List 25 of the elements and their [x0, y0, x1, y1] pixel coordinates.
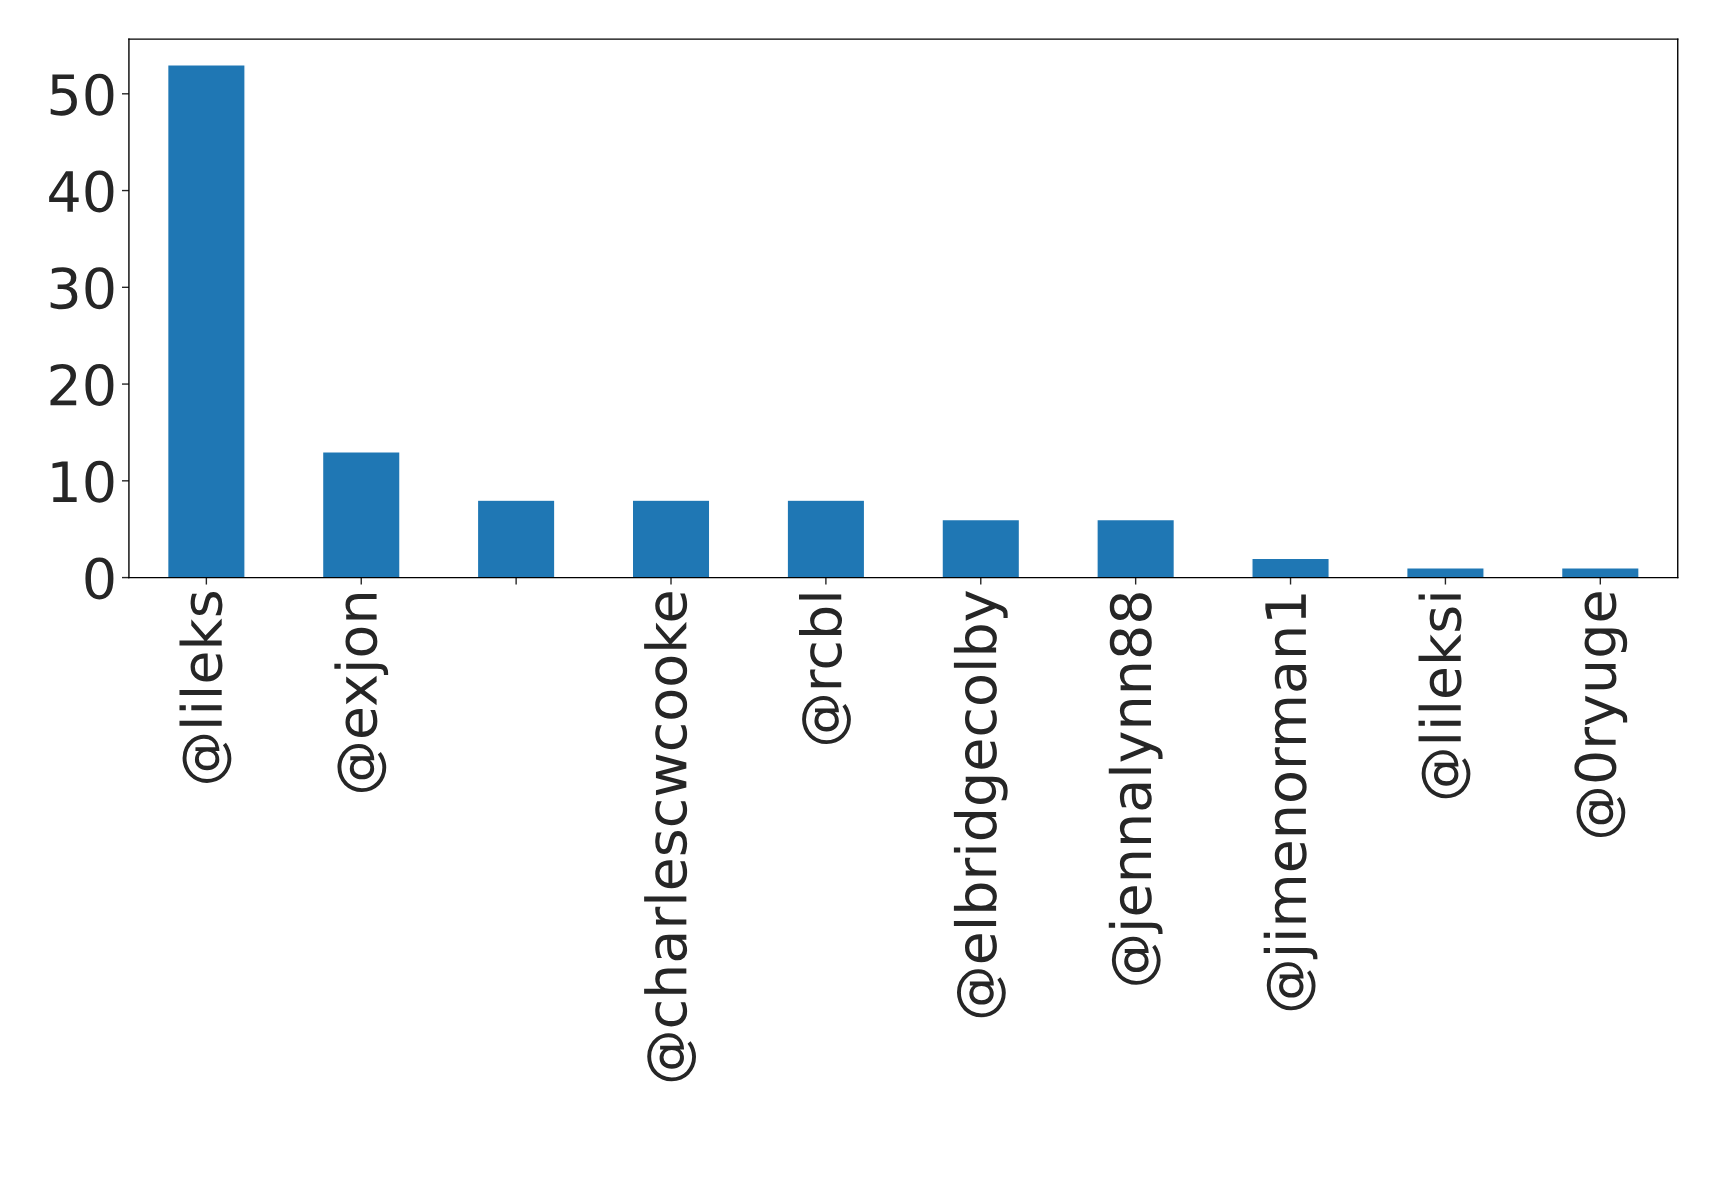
- x-tick-label: @jimenorman1: [1263, 594, 1318, 1011]
- y-tick-label: 40: [49, 170, 114, 213]
- y-tick-label: 30: [50, 267, 114, 310]
- y-tick-label: 50: [50, 73, 114, 116]
- x-tick-label: @0ryuge: [1574, 592, 1628, 838]
- x-tick-label: @lileks: [179, 592, 232, 783]
- bar: [1251, 557, 1330, 578]
- bar: [321, 451, 401, 578]
- x-tick-label: @exjon: [334, 594, 389, 793]
- y-tick-label: 20: [50, 363, 114, 406]
- x-tick-label: @lileksi: [1418, 594, 1471, 799]
- x-tick-label: @rcbl: [799, 594, 851, 745]
- y-tick-label: 0: [85, 557, 114, 600]
- bar: [1406, 567, 1485, 578]
- bar: [1560, 567, 1640, 578]
- bar: [166, 64, 246, 578]
- x-tick-label: @charlescwcooke: [644, 592, 696, 1082]
- bar: [1096, 518, 1176, 578]
- y-tick-label: 10: [52, 460, 114, 503]
- x-tick-label: @jennalynn88: [1108, 593, 1163, 985]
- bar: [631, 499, 711, 578]
- bar: [476, 499, 556, 578]
- bar: [786, 499, 866, 578]
- x-tick-label: @elbridgecolby: [953, 591, 1008, 1018]
- bar: [941, 518, 1021, 578]
